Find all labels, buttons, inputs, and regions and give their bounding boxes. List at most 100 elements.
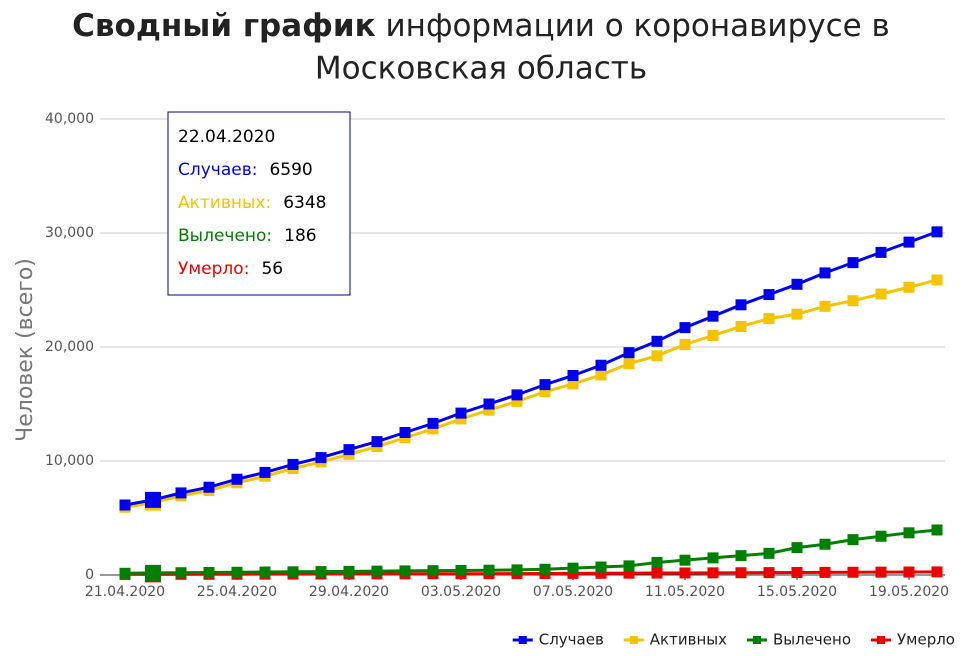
point-marker [145, 564, 161, 581]
point-marker [623, 358, 635, 370]
point-marker [931, 524, 943, 536]
legend-label: Активных [650, 631, 727, 649]
y-tick-label: 30,000 [45, 225, 94, 241]
point-marker [539, 379, 551, 391]
point-marker [427, 423, 439, 435]
tooltip-date: 22.04.2020 [178, 127, 275, 147]
point-marker [651, 350, 663, 362]
point-marker [567, 370, 579, 381]
y-axis-title: Человек (всего) [13, 258, 38, 442]
tooltip-label: Умерло: [178, 259, 249, 279]
point-marker [903, 236, 915, 248]
point-marker [623, 567, 635, 579]
point-marker [371, 565, 383, 577]
point-marker [791, 566, 803, 578]
point-marker [399, 565, 411, 577]
point-marker [791, 542, 803, 554]
point-marker [903, 527, 915, 539]
point-marker [231, 566, 243, 578]
tooltip-value: 6348 [283, 193, 326, 213]
point-marker [679, 567, 691, 579]
point-marker [315, 452, 327, 464]
x-tick-label: 15.05.2020 [757, 584, 837, 600]
point-marker [175, 487, 187, 499]
point-marker [287, 566, 299, 578]
point-marker [707, 552, 719, 564]
legend-item: Вылечено [746, 631, 851, 649]
point-marker [119, 499, 131, 511]
tooltip-value: 6590 [269, 160, 312, 180]
point-marker [875, 530, 887, 542]
point-marker [735, 299, 747, 311]
point-marker [931, 566, 943, 578]
series-line [124, 528, 938, 575]
point-marker [679, 338, 691, 350]
point-marker [483, 398, 495, 410]
point-marker [763, 547, 775, 559]
point-marker [511, 389, 523, 401]
point-marker [763, 289, 775, 301]
legend-marker [518, 636, 527, 644]
legend-marker [877, 636, 886, 644]
point-marker [903, 281, 915, 293]
point-marker [679, 554, 691, 566]
title-rest-line2: Московская область [315, 51, 647, 87]
tooltip-value: 56 [261, 259, 283, 279]
x-tick-label: 03.05.2020 [421, 584, 501, 600]
point-marker [679, 322, 691, 334]
point-marker [651, 567, 663, 579]
legend-label: Случаев [539, 631, 604, 649]
x-tick-label: 11.05.2020 [645, 584, 725, 600]
point-marker [763, 313, 775, 325]
legend-label: Вылечено [773, 631, 851, 649]
x-tick-label: 29.04.2020 [309, 584, 389, 600]
point-marker [651, 335, 663, 347]
tooltip-label: Активных: [178, 193, 271, 213]
point-marker [707, 310, 719, 322]
point-marker [707, 329, 719, 341]
point-marker [427, 565, 439, 577]
point-marker [819, 300, 831, 312]
tooltip-value: 186 [284, 226, 316, 246]
point-marker [791, 278, 803, 290]
point-marker [231, 473, 243, 485]
point-marker [539, 563, 551, 575]
y-tick-label: 0 [85, 567, 94, 583]
point-marker [145, 491, 161, 508]
point-marker [343, 444, 355, 456]
point-marker [203, 481, 215, 493]
point-marker [287, 458, 299, 470]
x-tick-label: 25.04.2020 [197, 584, 277, 600]
y-tick-label: 10,000 [45, 453, 94, 469]
legend-item: Умерло [871, 631, 955, 649]
x-tick-label: 07.05.2020 [533, 584, 613, 600]
point-marker [847, 257, 859, 269]
point-marker [315, 566, 327, 578]
point-marker [903, 566, 915, 578]
point-marker [427, 417, 439, 429]
point-marker [259, 466, 271, 478]
x-tick-label: 19.05.2020 [869, 584, 949, 600]
title-bold: Сводный график [72, 8, 376, 44]
point-marker [455, 413, 467, 425]
point-marker [875, 566, 887, 578]
point-marker [483, 564, 495, 576]
legend-item: Активных [623, 631, 727, 649]
point-marker [623, 347, 635, 359]
title-rest: информации о коронавирусе в [386, 8, 890, 44]
point-marker [735, 550, 747, 562]
point-marker [595, 369, 607, 381]
point-marker [203, 566, 215, 578]
series-line [124, 278, 938, 509]
point-marker [343, 565, 355, 577]
point-marker [399, 427, 411, 438]
point-marker [931, 226, 943, 238]
point-marker [539, 386, 551, 398]
point-marker [735, 567, 747, 579]
x-tick-label: 21.04.2020 [85, 584, 165, 600]
point-marker [595, 359, 607, 371]
point-marker [735, 320, 747, 332]
point-marker [819, 267, 831, 279]
legend-marker [752, 636, 761, 644]
